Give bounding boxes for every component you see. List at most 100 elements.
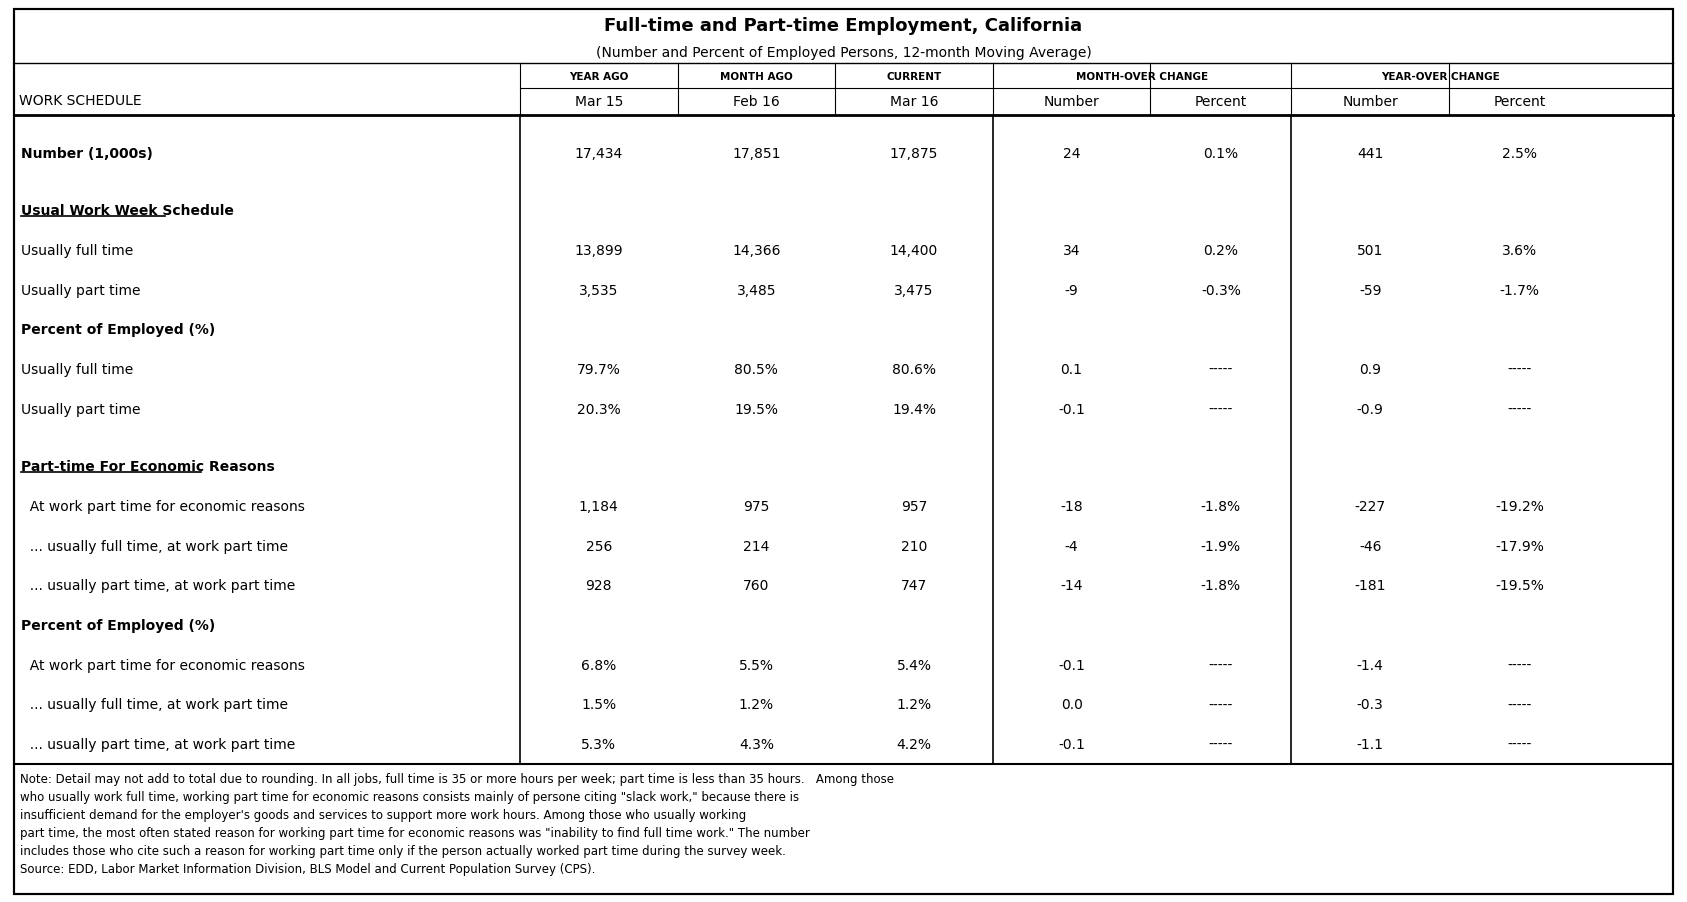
Text: Usually full time: Usually full time xyxy=(20,363,133,377)
Text: 5.4%: 5.4% xyxy=(896,658,931,672)
Text: 6.8%: 6.8% xyxy=(582,658,616,672)
Text: Mar 16: Mar 16 xyxy=(889,96,938,109)
Text: 210: 210 xyxy=(901,539,928,553)
Text: -14: -14 xyxy=(1061,579,1083,593)
Text: -----: ----- xyxy=(1508,363,1532,377)
Text: Percent of Employed (%): Percent of Employed (%) xyxy=(20,323,216,337)
Text: Usually part time: Usually part time xyxy=(20,402,140,417)
Text: -1.9%: -1.9% xyxy=(1201,539,1242,553)
Text: 256: 256 xyxy=(585,539,612,553)
Text: 0.2%: 0.2% xyxy=(1203,244,1238,258)
Text: -0.3%: -0.3% xyxy=(1201,283,1242,298)
Text: Full-time and Part-time Employment, California: Full-time and Part-time Employment, Cali… xyxy=(604,17,1083,35)
Text: Note: Detail may not add to total due to rounding. In all jobs, full time is 35 : Note: Detail may not add to total due to… xyxy=(20,772,894,785)
Text: part time, the most often stated reason for working part time for economic reaso: part time, the most often stated reason … xyxy=(20,826,810,839)
Text: -9: -9 xyxy=(1064,283,1078,298)
Text: 4.3%: 4.3% xyxy=(739,737,774,751)
Text: Source: EDD, Labor Market Information Division, BLS Model and Current Population: Source: EDD, Labor Market Information Di… xyxy=(20,862,596,875)
Text: -0.1: -0.1 xyxy=(1058,402,1085,417)
Text: -1.8%: -1.8% xyxy=(1201,579,1242,593)
Text: -1.7%: -1.7% xyxy=(1500,283,1540,298)
Text: 928: 928 xyxy=(585,579,612,593)
Text: CURRENT: CURRENT xyxy=(886,72,941,82)
Text: Percent: Percent xyxy=(1194,96,1247,109)
Text: 79.7%: 79.7% xyxy=(577,363,621,377)
Text: 0.0: 0.0 xyxy=(1061,697,1083,712)
Text: 0.9: 0.9 xyxy=(1360,363,1382,377)
Text: Mar 15: Mar 15 xyxy=(575,96,623,109)
Text: 17,434: 17,434 xyxy=(575,146,623,161)
Text: Part-time For Economic Reasons: Part-time For Economic Reasons xyxy=(20,460,275,474)
Text: -17.9%: -17.9% xyxy=(1495,539,1544,553)
Text: -----: ----- xyxy=(1208,363,1233,377)
Text: -----: ----- xyxy=(1208,737,1233,751)
Text: -1.1: -1.1 xyxy=(1356,737,1383,751)
Text: 3.6%: 3.6% xyxy=(1501,244,1537,258)
Text: who usually work full time, working part time for economic reasons consists main: who usually work full time, working part… xyxy=(20,790,800,803)
Text: 80.5%: 80.5% xyxy=(734,363,778,377)
Text: -4: -4 xyxy=(1064,539,1078,553)
Text: 747: 747 xyxy=(901,579,928,593)
Text: insufficient demand for the employer's goods and services to support more work h: insufficient demand for the employer's g… xyxy=(20,808,746,821)
Text: YEAR AGO: YEAR AGO xyxy=(569,72,629,82)
Text: -----: ----- xyxy=(1208,697,1233,712)
Text: 13,899: 13,899 xyxy=(575,244,623,258)
Text: 3,485: 3,485 xyxy=(737,283,776,298)
Text: 34: 34 xyxy=(1063,244,1080,258)
Text: -----: ----- xyxy=(1208,658,1233,672)
Text: -1.8%: -1.8% xyxy=(1201,500,1242,513)
Text: 3,535: 3,535 xyxy=(579,283,619,298)
Text: 0.1: 0.1 xyxy=(1061,363,1083,377)
Text: Usual Work Week Schedule: Usual Work Week Schedule xyxy=(20,204,234,218)
Text: -0.3: -0.3 xyxy=(1356,697,1383,712)
Text: 80.6%: 80.6% xyxy=(892,363,936,377)
Text: YEAR-OVER CHANGE: YEAR-OVER CHANGE xyxy=(1382,72,1500,82)
Text: 1.2%: 1.2% xyxy=(896,697,931,712)
Text: -227: -227 xyxy=(1355,500,1385,513)
Text: 2.5%: 2.5% xyxy=(1501,146,1537,161)
Text: 1,184: 1,184 xyxy=(579,500,619,513)
Text: -0.1: -0.1 xyxy=(1058,658,1085,672)
Text: 14,366: 14,366 xyxy=(732,244,781,258)
Text: -19.5%: -19.5% xyxy=(1495,579,1544,593)
Text: 14,400: 14,400 xyxy=(889,244,938,258)
Text: 214: 214 xyxy=(744,539,769,553)
Text: -46: -46 xyxy=(1360,539,1382,553)
Text: -0.1: -0.1 xyxy=(1058,737,1085,751)
Text: 975: 975 xyxy=(744,500,769,513)
Text: 5.5%: 5.5% xyxy=(739,658,774,672)
Text: At work part time for economic reasons: At work part time for economic reasons xyxy=(20,658,305,672)
Text: ... usually full time, at work part time: ... usually full time, at work part time xyxy=(20,539,288,553)
Text: 1.5%: 1.5% xyxy=(582,697,616,712)
Text: 4.2%: 4.2% xyxy=(896,737,931,751)
Text: 17,875: 17,875 xyxy=(889,146,938,161)
Text: 441: 441 xyxy=(1356,146,1383,161)
Text: At work part time for economic reasons: At work part time for economic reasons xyxy=(20,500,305,513)
Text: Number (1,000s): Number (1,000s) xyxy=(20,146,154,161)
Text: (Number and Percent of Employed Persons, 12-month Moving Average): (Number and Percent of Employed Persons,… xyxy=(596,46,1091,60)
Text: -0.9: -0.9 xyxy=(1356,402,1383,417)
Text: ... usually part time, at work part time: ... usually part time, at work part time xyxy=(20,579,295,593)
Text: ... usually full time, at work part time: ... usually full time, at work part time xyxy=(20,697,288,712)
Text: 501: 501 xyxy=(1356,244,1383,258)
Text: includes those who cite such a reason for working part time only if the person a: includes those who cite such a reason fo… xyxy=(20,844,786,857)
Text: -59: -59 xyxy=(1360,283,1382,298)
Text: -----: ----- xyxy=(1508,697,1532,712)
Text: 17,851: 17,851 xyxy=(732,146,781,161)
Text: -----: ----- xyxy=(1508,402,1532,417)
Text: Feb 16: Feb 16 xyxy=(734,96,779,109)
Text: 0.1%: 0.1% xyxy=(1203,146,1238,161)
Text: ... usually part time, at work part time: ... usually part time, at work part time xyxy=(20,737,295,751)
Text: Number: Number xyxy=(1343,96,1399,109)
Text: MONTH-OVER CHANGE: MONTH-OVER CHANGE xyxy=(1076,72,1208,82)
Text: -----: ----- xyxy=(1508,737,1532,751)
Text: 760: 760 xyxy=(744,579,769,593)
Text: -1.4: -1.4 xyxy=(1356,658,1383,672)
Text: MONTH AGO: MONTH AGO xyxy=(720,72,793,82)
Text: -----: ----- xyxy=(1508,658,1532,672)
Text: Usually full time: Usually full time xyxy=(20,244,133,258)
Text: 20.3%: 20.3% xyxy=(577,402,621,417)
Text: 24: 24 xyxy=(1063,146,1080,161)
Text: 957: 957 xyxy=(901,500,928,513)
Text: -18: -18 xyxy=(1061,500,1083,513)
